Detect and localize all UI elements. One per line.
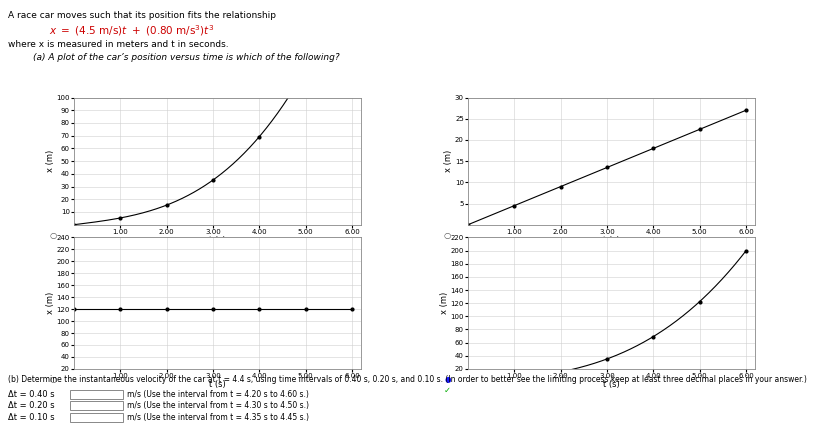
Text: m/s (Use the interval from t = 4.20 s to 4.60 s.): m/s (Use the interval from t = 4.20 s to… (127, 390, 310, 399)
Text: m/s (Use the interval from t = 4.35 s to 4.45 s.): m/s (Use the interval from t = 4.35 s to… (127, 413, 310, 422)
Text: (a) A plot of the car’s position versus time is which of the following?: (a) A plot of the car’s position versus … (33, 53, 339, 62)
X-axis label: t (s): t (s) (603, 380, 620, 389)
Text: Δt = 0.40 s: Δt = 0.40 s (8, 390, 55, 399)
Text: A race car moves such that its position fits the relationship: A race car moves such that its position … (8, 11, 276, 20)
Text: ○: ○ (50, 231, 57, 240)
Text: ○: ○ (444, 231, 451, 240)
Text: Δt = 0.20 s: Δt = 0.20 s (8, 401, 55, 410)
Y-axis label: x (m): x (m) (46, 292, 55, 314)
X-axis label: t (s): t (s) (209, 236, 226, 245)
Text: m/s (Use the interval from t = 4.30 s to 4.50 s.): m/s (Use the interval from t = 4.30 s to… (127, 401, 310, 410)
Text: where x is measured in meters and t in seconds.: where x is measured in meters and t in s… (8, 40, 229, 49)
Text: (b) Determine the instantaneous velocity of the car at t = 4.4 s, using time int: (b) Determine the instantaneous velocity… (8, 375, 807, 384)
Y-axis label: x (m): x (m) (46, 150, 55, 172)
Text: $x\ =\ (4.5\ \mathrm{m/s})t\ +\ (0.80\ \mathrm{m/s^3})t^3$: $x\ =\ (4.5\ \mathrm{m/s})t\ +\ (0.80\ \… (49, 23, 215, 38)
Text: ●: ● (444, 375, 451, 384)
X-axis label: t (s): t (s) (603, 236, 620, 245)
Text: Δt = 0.10 s: Δt = 0.10 s (8, 413, 55, 422)
Y-axis label: x (m): x (m) (440, 292, 449, 314)
X-axis label: t (s): t (s) (209, 380, 226, 389)
Text: ✓: ✓ (444, 385, 451, 395)
Y-axis label: x (m): x (m) (444, 150, 453, 172)
Text: ○: ○ (50, 375, 57, 384)
